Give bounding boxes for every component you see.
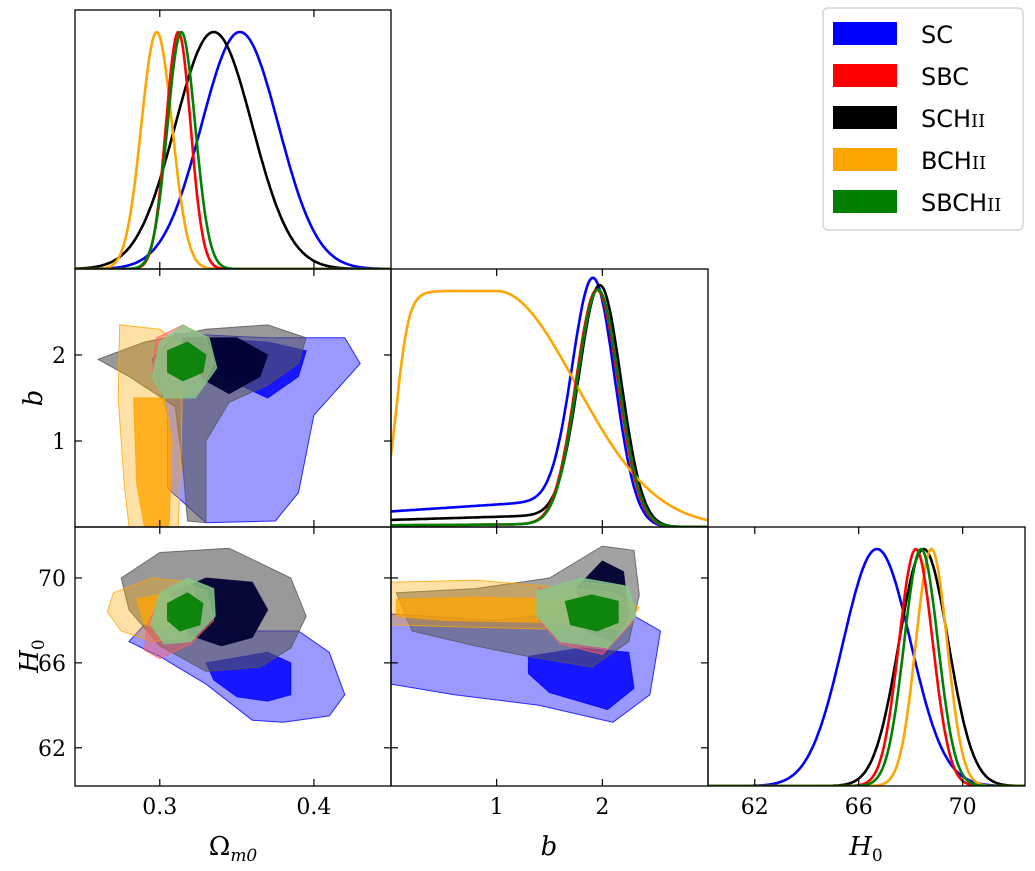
marginal-H0-SBC	[708, 547, 1025, 786]
panel-h0-vs-om	[106, 547, 346, 723]
legend-label-SBCHII: SBCHII	[921, 189, 1001, 217]
legend-label-main-BCHII: BCH	[921, 147, 972, 175]
legend-label-main-SBC: SBC	[921, 63, 969, 91]
marginal-H0-SBCHII	[708, 547, 1025, 786]
marginal-Om-SCHII	[75, 30, 391, 269]
ylabel-h0-main: H	[15, 649, 45, 674]
legend-label-SBC: SBC	[921, 63, 969, 91]
tick-layer: 0.3 0.4 1 2 62 66 70 1 2 62 66 70	[38, 10, 977, 820]
legend-label-sub-SBCHII: II	[987, 195, 1001, 216]
panel-b-vs-om	[96, 324, 361, 527]
legend-label-sub-SCHII: II	[971, 111, 985, 132]
ylabel-h0-sub: 0	[29, 639, 49, 650]
legend-label-SCHII: SCHII	[921, 105, 985, 133]
contour-h0-om-SBCHII-68	[167, 592, 204, 632]
xtick-label-H0-0: 62	[741, 795, 769, 820]
xtick-label-Om-1: 0.4	[296, 795, 331, 820]
xlabel-h0-sub: 0	[872, 846, 883, 866]
contour-h0-b-SBCHII-68	[564, 594, 619, 632]
ytick-label-H0-1: 66	[38, 652, 66, 677]
ytick-label-b-1: 2	[52, 344, 66, 369]
legend-label-SC: SC	[921, 21, 953, 49]
xlabel-h0-main: H	[848, 832, 873, 862]
legend-swatch-SBCHII	[833, 190, 897, 213]
marginal-Om-BCHII	[75, 30, 391, 269]
frame-om-marginal	[74, 9, 392, 270]
frame-h0-marginal	[707, 526, 1026, 787]
legend-label-main-SC: SC	[921, 21, 953, 49]
contour-b-om-SBCHII-68	[167, 341, 207, 382]
marginal-b-SBCHII	[391, 288, 708, 527]
marginal-b-SC	[391, 276, 708, 527]
ylabel-b: b	[19, 390, 49, 407]
xlabel-h0: H0	[848, 832, 883, 866]
marginal-H0-BCHII	[708, 547, 1025, 786]
xlabel-om: Ωm0	[209, 832, 258, 866]
xlabel-om-sub: m0	[230, 846, 257, 866]
marginal-Om-SBC	[75, 30, 391, 269]
panel-b-marginal	[391, 276, 708, 527]
legend-label-BCHII: BCHII	[921, 147, 986, 175]
legend-label-main-SBCHII: SBCH	[921, 189, 987, 217]
ytick-label-H0-0: 62	[38, 737, 66, 762]
xlabel-om-main: Ω	[209, 832, 231, 862]
marginal-b-SCHII	[391, 283, 708, 527]
xtick-label-b-1: 2	[595, 795, 609, 820]
legend-swatch-SBC	[833, 64, 897, 87]
marginal-H0-SC	[708, 547, 1025, 786]
xlabel-b: b	[541, 832, 558, 862]
legend-label-main-SCHII: SCH	[921, 105, 971, 133]
xtick-label-H0-2: 70	[949, 795, 977, 820]
ytick-label-b-0: 1	[52, 430, 66, 455]
frame-b-marginal	[390, 268, 709, 528]
xtick-label-Om-0: 0.3	[142, 795, 177, 820]
legend-swatch-SC	[833, 22, 897, 45]
marginal-b-SBC	[391, 288, 708, 527]
ytick-label-H0-2: 70	[38, 567, 66, 592]
legend-swatch-SCHII	[833, 106, 897, 129]
legend-box	[822, 7, 1024, 231]
marginal-Om-SBCHII	[75, 30, 391, 269]
legend-label-sub-BCHII: II	[972, 153, 986, 174]
xtick-label-b-0: 1	[490, 795, 504, 820]
xtick-label-H0-1: 66	[845, 795, 873, 820]
marginal-Om-SC	[75, 30, 391, 269]
marginal-H0-SCHII	[708, 547, 1025, 786]
panel-h0-vs-b	[391, 545, 662, 723]
legend-swatch-BCHII	[833, 148, 897, 171]
ylabel-h0: H0	[15, 639, 49, 674]
panel-om-marginal	[75, 30, 391, 269]
marginal-b-BCHII	[391, 289, 708, 522]
panel-h0-marginal	[708, 547, 1025, 786]
